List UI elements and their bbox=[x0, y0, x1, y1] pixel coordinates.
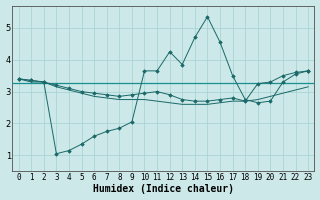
X-axis label: Humidex (Indice chaleur): Humidex (Indice chaleur) bbox=[93, 184, 234, 194]
